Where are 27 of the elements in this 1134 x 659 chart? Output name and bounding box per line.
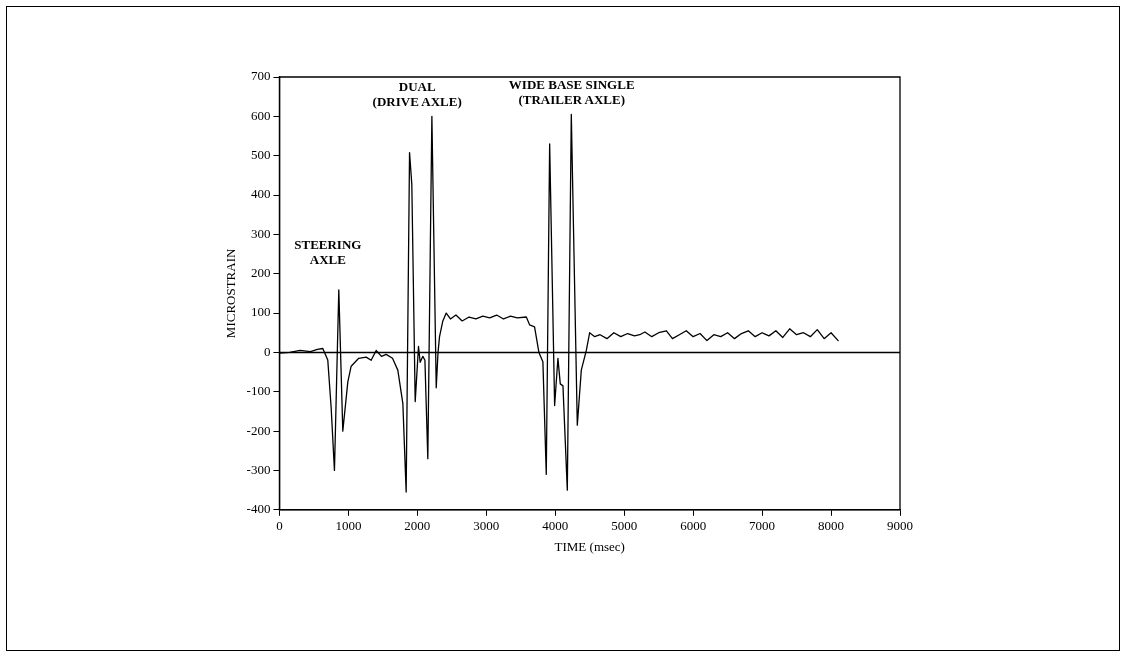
y-tick-label: 700	[250, 68, 271, 84]
y-tick-label: 300	[250, 225, 271, 241]
annotation: STEERING AXLE	[294, 237, 362, 267]
annotation: DUAL (DRIVE AXLE)	[372, 78, 462, 109]
annotation: WIDE BASE SINGLE (TRAILER AXLE)	[508, 76, 635, 107]
y-tick-label: -200	[246, 422, 271, 438]
y-tick-label: 0	[263, 343, 271, 359]
y-tick-label: 500	[250, 147, 271, 163]
y-tick-label: -300	[246, 461, 271, 477]
x-tick-label: 7000	[749, 518, 776, 534]
x-tick-label: 4000	[542, 518, 569, 534]
y-axis-title: MICROSTRAIN	[223, 248, 239, 339]
x-tick-label: 2000	[404, 518, 431, 534]
y-tick-label: -400	[246, 501, 271, 517]
y-tick-label: 200	[250, 265, 271, 281]
x-tick-label: 8000	[818, 518, 845, 534]
x-tick-label: 3000	[473, 518, 500, 534]
x-tick-label: 1000	[335, 518, 362, 534]
y-tick-label: 600	[250, 107, 271, 123]
y-tick-label: 400	[250, 186, 271, 202]
y-tick-label: -100	[246, 383, 271, 399]
x-tick-label: 0	[276, 518, 283, 534]
y-tick-label: 100	[250, 304, 271, 320]
x-tick-label: 9000	[887, 518, 913, 534]
x-tick-label: 6000	[680, 518, 707, 534]
x-axis-title: TIME (msec)	[554, 538, 625, 554]
x-tick-label: 5000	[611, 518, 638, 534]
